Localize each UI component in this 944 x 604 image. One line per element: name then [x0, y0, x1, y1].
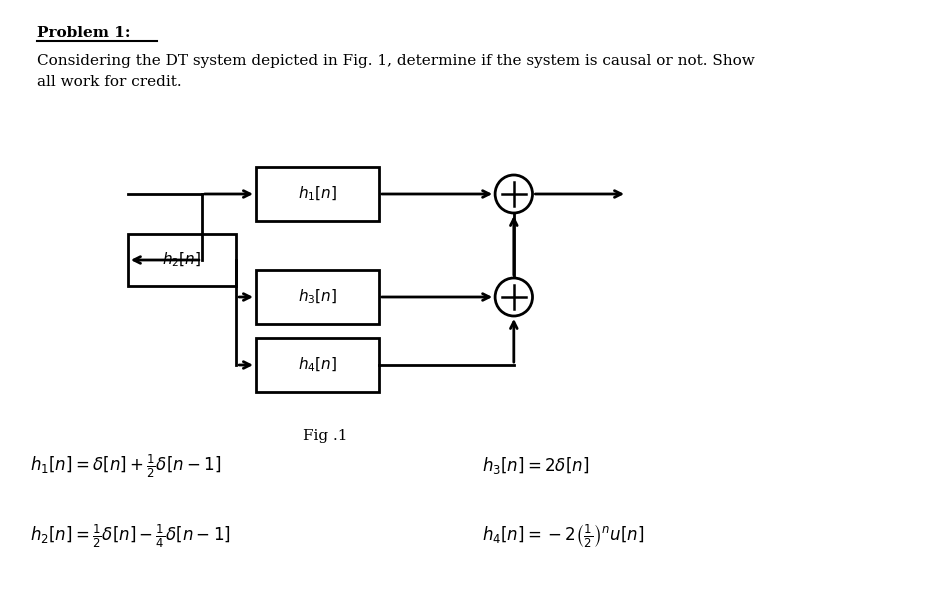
Text: $h_2[n] = \frac{1}{2}\delta[n] - \frac{1}{4}\delta[n-1]$: $h_2[n] = \frac{1}{2}\delta[n] - \frac{1…	[29, 522, 230, 550]
Text: $h_3[n] = 2\delta[n]$: $h_3[n] = 2\delta[n]$	[481, 455, 589, 477]
Text: Problem 1:: Problem 1:	[38, 26, 131, 40]
Text: $h_4[n] = -2\left(\frac{1}{2}\right)^{n} u[n]$: $h_4[n] = -2\left(\frac{1}{2}\right)^{n}…	[481, 522, 644, 550]
Text: Considering the DT system depicted in Fig. 1, determine if the system is causal : Considering the DT system depicted in Fi…	[38, 54, 754, 89]
Circle shape	[495, 278, 532, 316]
Circle shape	[495, 175, 532, 213]
Text: $h_3[n]$: $h_3[n]$	[297, 288, 337, 306]
Text: $h_4[n]$: $h_4[n]$	[297, 356, 337, 374]
Text: $h_1[n] = \delta[n] + \frac{1}{2}\delta[n-1]$: $h_1[n] = \delta[n] + \frac{1}{2}\delta[…	[29, 452, 221, 480]
Text: Fig .1: Fig .1	[302, 429, 346, 443]
Bar	[127, 234, 236, 286]
Bar	[256, 338, 379, 392]
Bar	[256, 167, 379, 221]
Text: $h_1[n]$: $h_1[n]$	[297, 185, 337, 203]
Bar	[256, 270, 379, 324]
Text: $h_2[n]$: $h_2[n]$	[162, 251, 201, 269]
